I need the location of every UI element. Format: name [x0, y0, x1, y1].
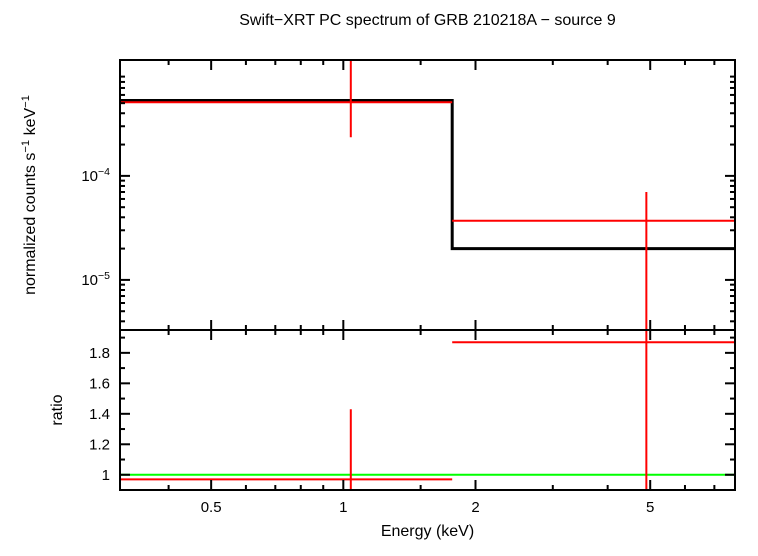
y-axis-label-lower: ratio [49, 394, 66, 425]
y-tick-label-lower: 1.4 [89, 406, 110, 423]
x-tick-label: 5 [646, 499, 654, 516]
y-axis-label-upper: normalized counts s−1 keV−1 [20, 95, 39, 295]
chart-title: Swift−XRT PC spectrum of GRB 210218A − s… [239, 12, 616, 29]
x-tick-label: 2 [471, 499, 479, 516]
y-tick-label-lower: 1.2 [89, 436, 110, 453]
y-tick-label-lower: 1.8 [89, 345, 110, 362]
spectrum-chart: Swift−XRT PC spectrum of GRB 210218A − s… [0, 0, 758, 556]
y-tick-label-lower: 1.6 [89, 375, 110, 392]
x-tick-label: 0.5 [201, 499, 222, 516]
y-tick-label-lower: 1 [102, 467, 110, 484]
x-tick-label: 1 [339, 499, 347, 516]
chart-container: Swift−XRT PC spectrum of GRB 210218A − s… [0, 0, 758, 556]
x-axis-label: Energy (keV) [381, 523, 474, 540]
